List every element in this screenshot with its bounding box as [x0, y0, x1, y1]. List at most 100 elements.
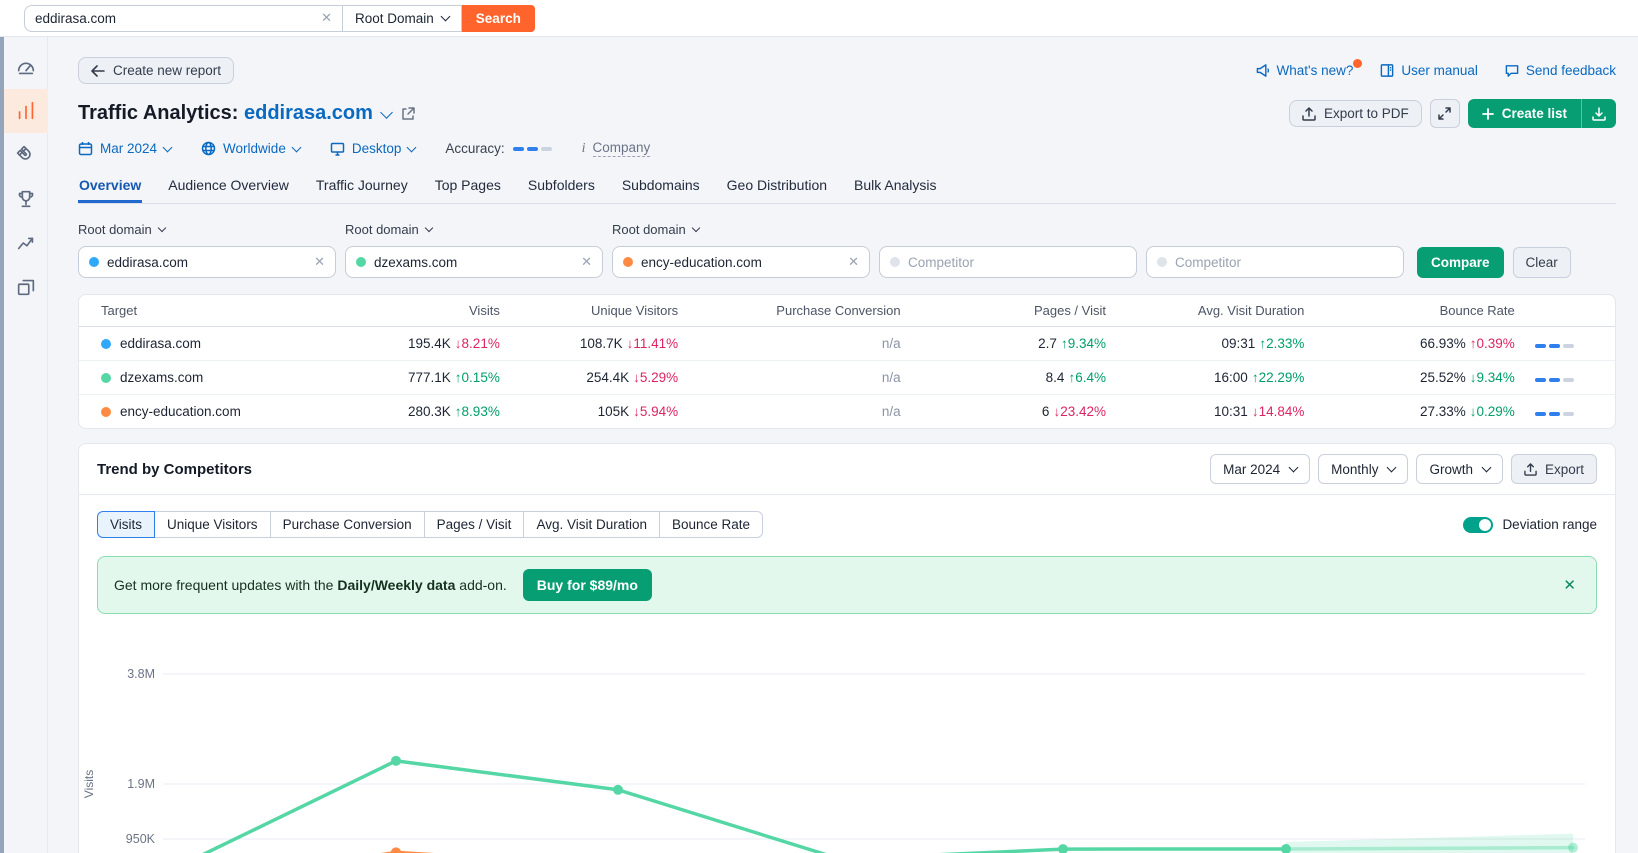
data-point-dzexams.com[interactable]: [613, 785, 623, 795]
device-filter-value: Desktop: [352, 141, 402, 156]
search-input[interactable]: [35, 11, 315, 26]
metric-change: ↓8.21%: [455, 336, 500, 351]
data-point-ency-education.com[interactable]: [391, 847, 401, 853]
search-type-select[interactable]: Root Domain: [342, 5, 462, 32]
deviation-range-toggle[interactable]: [1463, 517, 1493, 533]
download-list-button[interactable]: [1581, 99, 1616, 128]
trend-mode-select[interactable]: Growth: [1416, 454, 1503, 484]
forecast-segment: [1286, 848, 1573, 849]
competitor-input-dzexams.com[interactable]: dzexams.com✕: [345, 246, 603, 278]
metric-tab-avg-visit-duration[interactable]: Avg. Visit Duration: [523, 511, 660, 538]
target-domain[interactable]: dzexams.com: [120, 370, 203, 385]
upload-icon: [1524, 463, 1537, 476]
tab-top-pages[interactable]: Top Pages: [434, 171, 502, 203]
data-point-dzexams.com[interactable]: [1058, 844, 1068, 853]
daily-weekly-promo-banner: Get more frequent updates with the Daily…: [97, 556, 1597, 614]
date-filter-value: Mar 2024: [100, 141, 157, 156]
target-domain[interactable]: ency-education.com: [120, 404, 241, 419]
fullscreen-button[interactable]: [1430, 99, 1460, 128]
metric-tab-unique-visitors[interactable]: Unique Visitors: [154, 511, 271, 538]
download-icon: [1592, 107, 1606, 121]
domain-search-field[interactable]: ✕: [24, 5, 342, 32]
send-feedback-link[interactable]: Send feedback: [1504, 63, 1616, 78]
report-domain[interactable]: eddirasa.com: [244, 102, 373, 124]
date-filter[interactable]: Mar 2024: [78, 141, 171, 156]
tab-geo-distribution[interactable]: Geo Distribution: [726, 171, 828, 203]
data-point-dzexams.com[interactable]: [391, 756, 401, 766]
metric-tabs: VisitsUnique VisitorsPurchase Conversion…: [97, 511, 763, 538]
metric-change: ↓14.84%: [1252, 404, 1305, 419]
remove-competitor-icon[interactable]: ✕: [308, 254, 325, 270]
clear-button[interactable]: Clear: [1513, 247, 1571, 278]
sidebar-item-windows[interactable]: [4, 265, 48, 309]
remove-competitor-icon[interactable]: ✕: [575, 254, 592, 270]
metric-value: 16:00: [1214, 370, 1248, 385]
region-filter[interactable]: Worldwide: [201, 141, 300, 156]
company-label: Company: [593, 140, 651, 157]
remove-competitor-icon[interactable]: ✕: [842, 254, 859, 270]
y-axis-label: Visits: [82, 770, 96, 798]
metric-tab-purchase-conversion[interactable]: Purchase Conversion: [270, 511, 425, 538]
visits-trend-chart[interactable]: 3.8M1.9M950KVisits: [79, 624, 1615, 853]
trophy-icon: [15, 188, 37, 210]
chevron-down-icon: [157, 224, 165, 232]
sidebar-item-trend-line[interactable]: [4, 221, 48, 265]
compare-button[interactable]: Compare: [1417, 247, 1504, 278]
external-link-icon[interactable]: [400, 106, 416, 122]
device-filter[interactable]: Desktop: [330, 141, 416, 156]
app-sidebar: [4, 37, 48, 853]
root-domain-selector-2[interactable]: Root domain: [345, 222, 612, 237]
root-domain-selector-1[interactable]: Root domain: [78, 222, 345, 237]
target-domain[interactable]: eddirasa.com: [120, 336, 201, 351]
sidebar-item-trophy[interactable]: [4, 177, 48, 221]
tab-traffic-journey[interactable]: Traffic Journey: [315, 171, 409, 203]
what-s-new-link[interactable]: What's new?: [1255, 63, 1354, 78]
trend-granularity-select[interactable]: Monthly: [1318, 454, 1408, 484]
metric-value: n/a: [882, 370, 901, 385]
metric-tab-pages-visit[interactable]: Pages / Visit: [424, 511, 525, 538]
upload-icon: [1302, 107, 1316, 121]
company-link[interactable]: i Company: [582, 140, 651, 157]
series-color-dot: [1157, 257, 1167, 267]
competitor-input-empty-4[interactable]: Competitor: [879, 246, 1137, 278]
y-tick-label: 950K: [126, 832, 156, 846]
trend-date-select[interactable]: Mar 2024: [1210, 454, 1310, 484]
metric-tab-bounce-rate[interactable]: Bounce Rate: [659, 511, 763, 538]
create-new-report-button[interactable]: Create new report: [78, 57, 234, 84]
metric-change: ↓23.42%: [1053, 404, 1106, 419]
export-to-pdf-button[interactable]: Export to PDF: [1289, 100, 1422, 127]
tab-subfolders[interactable]: Subfolders: [527, 171, 596, 203]
search-button[interactable]: Search: [462, 5, 535, 32]
trend-line-icon: [15, 232, 37, 254]
trend-export-button[interactable]: Export: [1511, 454, 1597, 484]
create-list-button[interactable]: Create list: [1468, 99, 1616, 128]
trend-export-label: Export: [1545, 462, 1584, 477]
tab-bulk-analysis[interactable]: Bulk Analysis: [853, 171, 937, 203]
competitor-input-empty-5[interactable]: Competitor: [1146, 246, 1404, 278]
tab-audience-overview[interactable]: Audience Overview: [167, 171, 290, 203]
metric-change: ↑0.39%: [1470, 336, 1515, 351]
tab-overview[interactable]: Overview: [78, 171, 142, 203]
accuracy-label: Accuracy:: [445, 141, 504, 156]
plus-icon: [1482, 108, 1494, 120]
arrow-left-icon: [91, 65, 105, 77]
user-manual-link[interactable]: User manual: [1379, 63, 1478, 78]
metric-tab-visits[interactable]: Visits: [97, 511, 155, 538]
title-chevron-down-icon[interactable]: [380, 106, 393, 119]
chevron-down-icon: [440, 12, 450, 22]
sidebar-item-traffic-bar-chart[interactable]: [4, 89, 48, 133]
close-promo-icon[interactable]: ✕: [1559, 576, 1580, 594]
buy-addon-button[interactable]: Buy for $89/mo: [523, 569, 652, 601]
sidebar-item-seo-gauge[interactable]: [4, 45, 48, 89]
desktop-icon: [330, 142, 345, 156]
traffic-bar-chart-icon: [15, 100, 37, 122]
metric-change: ↑2.33%: [1259, 336, 1304, 351]
chevron-down-icon: [691, 224, 699, 232]
sidebar-item-magnet[interactable]: [4, 133, 48, 177]
clear-search-icon[interactable]: ✕: [315, 10, 332, 26]
competitor-input-ency-education.com[interactable]: ency-education.com✕: [612, 246, 870, 278]
series-color-dot: [101, 373, 111, 383]
competitor-input-eddirasa.com[interactable]: eddirasa.com✕: [78, 246, 336, 278]
root-domain-selector-3[interactable]: Root domain: [612, 222, 879, 237]
tab-subdomains[interactable]: Subdomains: [621, 171, 701, 203]
